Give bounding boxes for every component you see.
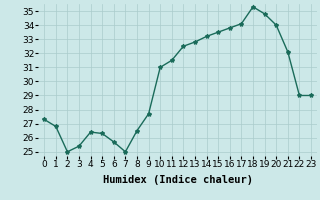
X-axis label: Humidex (Indice chaleur): Humidex (Indice chaleur) [103,175,252,185]
